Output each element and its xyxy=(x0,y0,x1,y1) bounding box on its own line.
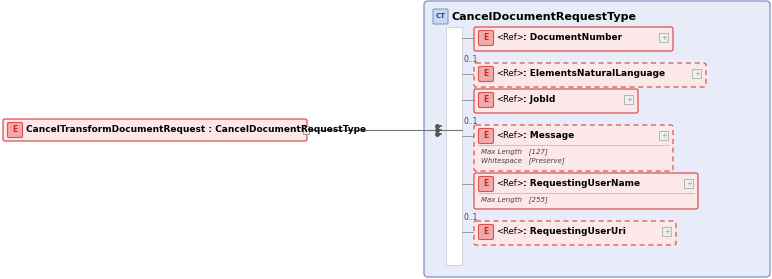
Text: CancelDocumentRequestType: CancelDocumentRequestType xyxy=(452,11,637,21)
Text: E: E xyxy=(483,69,489,78)
Text: 0..1: 0..1 xyxy=(464,213,479,222)
FancyBboxPatch shape xyxy=(659,131,669,141)
Text: CancelTransformDocumentRequest : CancelDocumentRequestType: CancelTransformDocumentRequest : CancelD… xyxy=(26,126,366,134)
Text: +: + xyxy=(661,35,667,41)
FancyBboxPatch shape xyxy=(662,227,672,237)
Text: : DocumentNumber: : DocumentNumber xyxy=(523,33,622,42)
Text: CT: CT xyxy=(435,13,445,20)
Text: E: E xyxy=(483,227,489,237)
Text: E: E xyxy=(483,179,489,189)
Text: +: + xyxy=(664,229,670,235)
FancyBboxPatch shape xyxy=(625,95,634,105)
Text: 0..1: 0..1 xyxy=(464,55,479,64)
FancyBboxPatch shape xyxy=(479,225,493,239)
Text: +: + xyxy=(626,97,632,103)
Text: <Ref>: <Ref> xyxy=(496,95,523,105)
Text: <Ref>: <Ref> xyxy=(496,179,523,189)
Bar xyxy=(303,126,309,134)
FancyBboxPatch shape xyxy=(479,129,493,143)
Text: : Message: : Message xyxy=(523,131,574,141)
FancyBboxPatch shape xyxy=(659,33,669,42)
Bar xyxy=(446,27,462,265)
FancyBboxPatch shape xyxy=(474,221,676,245)
Text: 0..1: 0..1 xyxy=(464,117,479,126)
Text: : JobId: : JobId xyxy=(523,95,555,105)
FancyBboxPatch shape xyxy=(433,9,448,24)
Text: Max Length   [255]: Max Length [255] xyxy=(481,196,548,203)
Text: +: + xyxy=(686,181,692,187)
Text: +: + xyxy=(661,133,667,139)
FancyBboxPatch shape xyxy=(479,177,493,191)
FancyBboxPatch shape xyxy=(479,93,493,107)
Text: <Ref>: <Ref> xyxy=(496,69,523,78)
Text: : RequestingUserUri: : RequestingUserUri xyxy=(523,227,626,237)
Text: E: E xyxy=(12,126,18,134)
FancyBboxPatch shape xyxy=(479,66,493,81)
FancyBboxPatch shape xyxy=(474,89,638,113)
FancyBboxPatch shape xyxy=(474,173,698,209)
Text: : ElementsNaturalLanguage: : ElementsNaturalLanguage xyxy=(523,69,665,78)
Text: Whitespace   [Preserve]: Whitespace [Preserve] xyxy=(481,157,564,164)
FancyBboxPatch shape xyxy=(692,69,702,78)
FancyBboxPatch shape xyxy=(3,119,307,141)
Text: +: + xyxy=(694,71,700,77)
Text: Max Length   [127]: Max Length [127] xyxy=(481,148,548,155)
FancyBboxPatch shape xyxy=(685,179,693,189)
Text: E: E xyxy=(483,131,489,141)
Text: E: E xyxy=(483,95,489,105)
Text: <Ref>: <Ref> xyxy=(496,227,523,237)
Text: E: E xyxy=(483,33,489,42)
Text: : RequestingUserName: : RequestingUserName xyxy=(523,179,640,189)
FancyBboxPatch shape xyxy=(8,122,22,138)
FancyBboxPatch shape xyxy=(479,30,493,45)
FancyBboxPatch shape xyxy=(474,27,673,51)
FancyBboxPatch shape xyxy=(424,1,770,277)
Text: <Ref>: <Ref> xyxy=(496,33,523,42)
FancyBboxPatch shape xyxy=(474,63,706,87)
FancyBboxPatch shape xyxy=(474,125,673,171)
Text: <Ref>: <Ref> xyxy=(496,131,523,141)
